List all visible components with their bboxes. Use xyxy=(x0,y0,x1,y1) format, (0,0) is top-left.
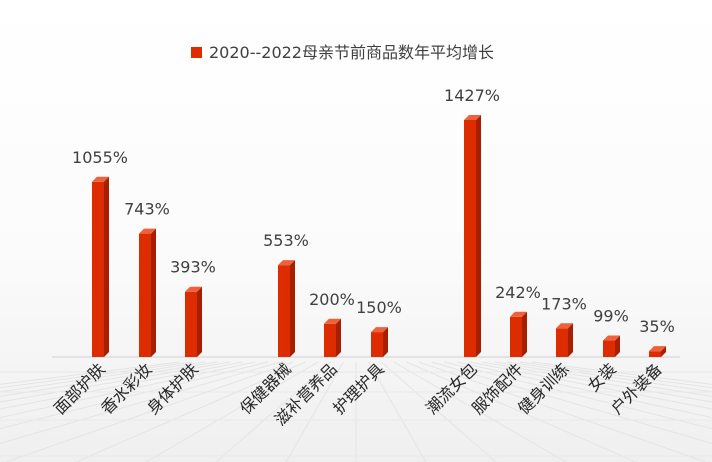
bar-top xyxy=(510,311,527,317)
floor-line xyxy=(431,361,712,444)
bar-front xyxy=(510,316,522,357)
bar-top xyxy=(278,260,295,266)
bar xyxy=(603,335,620,357)
bar-front xyxy=(185,291,197,357)
floor-line xyxy=(285,361,344,462)
floor-line xyxy=(393,361,567,462)
floor-line xyxy=(481,361,712,403)
bar-top xyxy=(139,228,156,234)
floor-line xyxy=(5,361,294,462)
floor-line xyxy=(418,361,707,462)
floor-line xyxy=(0,361,268,430)
bar-front xyxy=(139,233,151,357)
bar-side xyxy=(290,260,295,357)
bar-side xyxy=(476,115,481,357)
floor-line xyxy=(0,361,231,403)
legend-swatch xyxy=(191,47,202,58)
bar xyxy=(139,228,156,357)
bar xyxy=(464,115,481,357)
floor-line xyxy=(0,361,180,385)
legend: 2020--2022母亲节前商品数年平均增长 xyxy=(191,43,494,62)
data-label: 35% xyxy=(639,317,675,336)
bar-side xyxy=(336,318,341,357)
bar xyxy=(185,286,202,357)
data-label: 1427% xyxy=(444,86,500,105)
bar-side xyxy=(568,323,573,357)
bar-side xyxy=(197,286,202,357)
bar xyxy=(371,327,388,357)
data-labels-group: 1055% 743% 393% 553% 200% 150% 1427% 242%173% 99… xyxy=(72,86,675,336)
bar-side xyxy=(615,335,620,357)
floor-line xyxy=(532,361,712,385)
bar-top xyxy=(603,335,620,341)
floor-line xyxy=(0,361,256,419)
floor-line xyxy=(380,361,497,462)
data-label: 743% xyxy=(124,200,170,219)
bar xyxy=(92,176,109,357)
bars-group xyxy=(92,115,666,357)
category-label: 健身训练 xyxy=(514,359,573,418)
data-label: 99% xyxy=(593,307,629,326)
bar-top xyxy=(324,318,341,324)
data-label: 553% xyxy=(263,231,309,250)
bar-side xyxy=(104,176,109,357)
bar-side xyxy=(151,228,156,357)
data-label: 1055% xyxy=(72,148,128,167)
floor-line xyxy=(215,361,332,462)
bar-front xyxy=(324,323,336,357)
floor-line xyxy=(469,361,712,410)
bar-top xyxy=(185,286,202,292)
bar xyxy=(649,346,666,357)
bar xyxy=(510,311,527,357)
floor-line xyxy=(507,361,712,393)
bar xyxy=(324,318,341,357)
floor-line xyxy=(0,361,218,397)
category-label: 户外装备 xyxy=(607,359,666,418)
floor-line xyxy=(444,361,712,430)
bar-front xyxy=(464,120,476,357)
bar xyxy=(556,323,573,357)
category-label: 女装 xyxy=(584,359,620,395)
floor-line xyxy=(75,361,306,462)
bar-side xyxy=(383,327,388,357)
category-label: 护理护具 xyxy=(329,359,388,418)
data-label: 200% xyxy=(309,290,355,309)
bar-side xyxy=(661,346,666,357)
bar-top xyxy=(556,323,573,329)
floor-line xyxy=(456,361,712,419)
bar-front xyxy=(371,332,383,357)
bar-top xyxy=(371,327,388,333)
floor-line xyxy=(0,361,243,410)
bar-top xyxy=(92,176,109,182)
legend-label: 2020--2022母亲节前商品数年平均增长 xyxy=(209,43,494,62)
floor-line xyxy=(0,361,205,393)
data-label: 150% xyxy=(356,298,402,317)
floor-line xyxy=(494,361,712,397)
bar-top xyxy=(649,346,666,352)
floor-line xyxy=(406,361,637,462)
bar-front xyxy=(603,340,615,357)
category-label: 面部护肤 xyxy=(50,359,109,418)
bar-front xyxy=(92,181,104,357)
bar-front xyxy=(278,265,290,357)
data-label: 173% xyxy=(541,294,587,313)
floor-line xyxy=(368,361,427,462)
data-label: 242% xyxy=(495,283,541,302)
floor-line xyxy=(0,361,281,444)
bar xyxy=(278,260,295,357)
bar-side xyxy=(522,311,527,357)
floor-line xyxy=(0,361,193,389)
floor-line xyxy=(145,361,319,462)
category-label: 身体护肤 xyxy=(143,359,202,418)
bar-front xyxy=(649,351,661,357)
bar-front xyxy=(556,328,568,357)
floor-line xyxy=(519,361,712,389)
bar-top xyxy=(464,115,481,120)
data-label: 393% xyxy=(170,258,216,277)
